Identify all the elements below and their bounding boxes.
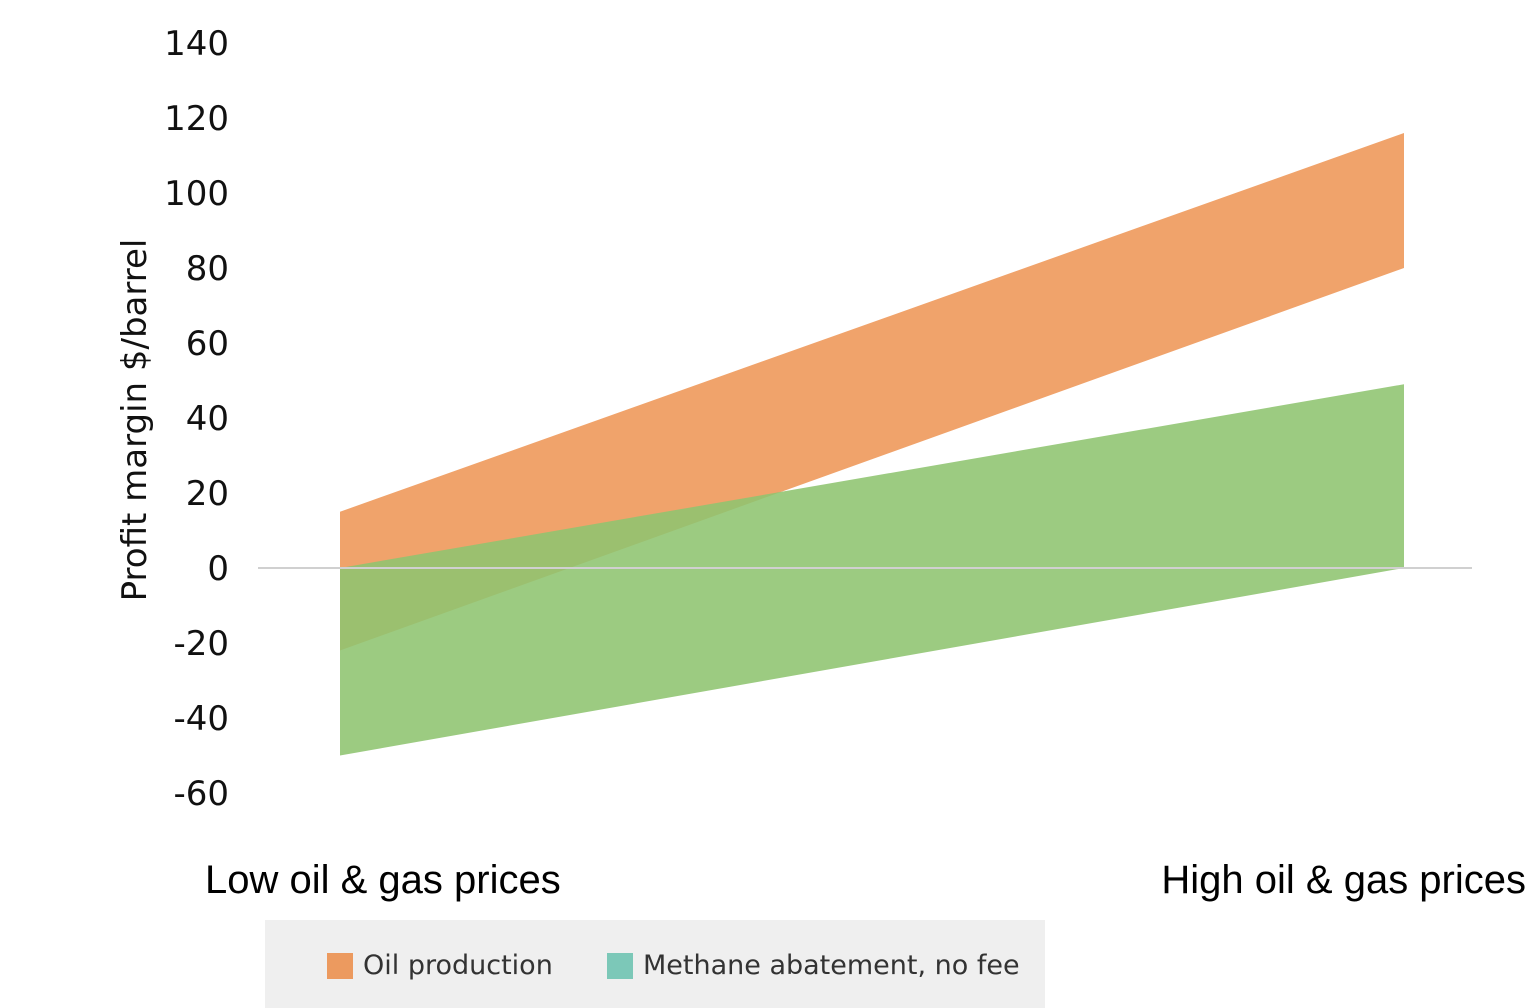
y-tick-label: -60 [173, 774, 229, 814]
chart: 140 120 100 80 60 40 20 0 -20 -40 -60 Profit margi… [115, 24, 1526, 902]
legend-swatch-oil-production [327, 952, 353, 979]
y-tick-group: 140 120 100 80 60 40 20 0 -20 -40 -60 [164, 24, 229, 814]
band-methane-abatement [340, 384, 1404, 756]
legend-label-oil-production: Oil production [363, 950, 553, 981]
y-tick-label: 0 [207, 549, 229, 589]
band-oil-production [340, 133, 1404, 651]
legend: Oil production Methane abatement, no fee [265, 920, 1045, 1008]
legend-item-methane-abatement: Methane abatement, no fee [607, 950, 1020, 981]
legend-item-oil-production: Oil production [327, 950, 553, 981]
y-axis-label: Profit margin $/barrel [115, 239, 155, 602]
legend-swatch-methane-abatement [607, 952, 633, 979]
y-tick-label: 140 [164, 24, 229, 64]
y-tick-label: -20 [173, 624, 229, 664]
x-category-low: Low oil & gas prices [205, 858, 561, 902]
band-group [340, 133, 1404, 756]
x-category-high: High oil & gas prices [1161, 858, 1526, 902]
y-tick-label: 60 [186, 324, 229, 364]
y-tick-label: 20 [186, 474, 229, 514]
y-tick-label: 100 [164, 174, 229, 214]
y-tick-label: -40 [173, 699, 229, 739]
legend-label-methane-abatement: Methane abatement, no fee [643, 950, 1020, 981]
y-tick-label: 80 [186, 249, 229, 289]
y-tick-label: 120 [164, 99, 229, 139]
y-tick-label: 40 [186, 399, 229, 439]
